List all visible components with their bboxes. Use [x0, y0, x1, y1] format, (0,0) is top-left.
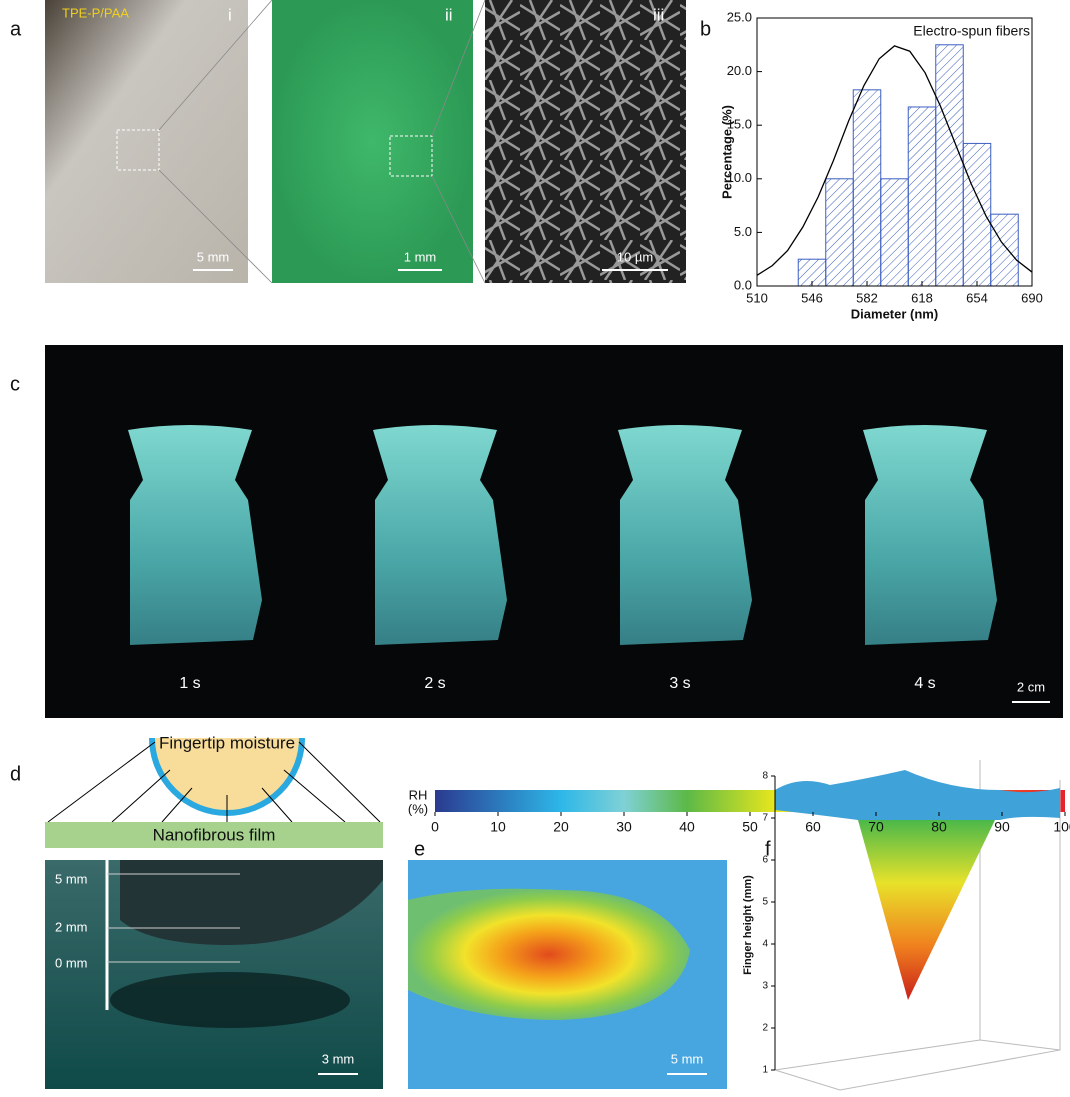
bag	[618, 425, 752, 645]
colorbar-tick-label: 30	[616, 819, 632, 835]
panel-label: e	[414, 838, 425, 860]
x-tick-label: 582	[856, 290, 878, 305]
scale-label: 1 mm	[404, 249, 437, 264]
bar	[908, 107, 936, 286]
time-label: 3 s	[669, 675, 690, 692]
subpanel-label: iii	[653, 5, 664, 24]
colorbar-tick-label: 40	[679, 819, 695, 835]
bar	[853, 90, 881, 286]
bag	[128, 425, 262, 645]
height-label: 0 mm	[55, 955, 88, 970]
y-tick-label: 25.0	[727, 9, 752, 24]
fingertip-label: Fingertip moisture	[159, 733, 295, 752]
bar	[963, 143, 991, 286]
y-axis-title: Finger height (mm)	[742, 875, 754, 975]
colorbar-tick-label: 100	[1053, 819, 1070, 835]
x-tick-label: 510	[746, 290, 768, 305]
x-axis-title: Diameter (nm)	[851, 306, 938, 321]
figure: TPE-P/PAA i ii iii 5 mm 1 mm 10 µm 1 s 2 …	[0, 0, 1070, 1097]
time-label: 1 s	[179, 675, 200, 692]
colorbar-tick-label: 20	[553, 819, 569, 835]
y-tick-label: 2	[762, 1023, 768, 1034]
y-axis-title: Percentage (%)	[719, 105, 734, 199]
photo	[272, 0, 473, 283]
time-label: 2 s	[424, 675, 445, 692]
contact-shadow	[110, 972, 350, 1028]
x-tick-label: 618	[911, 290, 933, 305]
scale-label: 5 mm	[671, 1051, 704, 1066]
y-tick-label: 5.0	[734, 224, 752, 239]
colorbar-tick-label: 90	[994, 819, 1010, 835]
panel-label: d	[10, 763, 21, 785]
bar	[936, 45, 964, 286]
scale-label: 3 mm	[322, 1051, 355, 1066]
colorbar-tick-label: 70	[868, 819, 884, 835]
panel-label: c	[10, 373, 20, 395]
colorbar-label: RH	[409, 787, 428, 802]
bag	[373, 425, 507, 645]
y-tick-label: 6	[762, 855, 768, 866]
bag	[863, 425, 997, 645]
height-label: 2 mm	[55, 919, 88, 934]
colorbar-tick-label: 10	[490, 819, 506, 835]
y-tick-label: 8	[762, 771, 768, 782]
scale-label: 10 µm	[617, 249, 653, 264]
photo	[45, 0, 248, 283]
annotation: Electro-spun fibers	[913, 23, 1030, 39]
finger-surface	[775, 770, 1060, 820]
colorbar-tick-label: 60	[805, 819, 821, 835]
film-label: Nanofibrous film	[153, 825, 276, 844]
colorbar-tick-label: 50	[742, 819, 758, 835]
bar	[881, 179, 909, 286]
sample-label: TPE-P/PAA	[62, 5, 129, 20]
sem-image	[485, 0, 686, 283]
time-label: 4 s	[914, 675, 935, 692]
scale-label: 2 cm	[1017, 679, 1045, 694]
x-tick-label: 546	[801, 290, 823, 305]
colorbar-tick-label: 0	[431, 819, 439, 835]
height-label: 5 mm	[55, 871, 88, 886]
bar	[826, 179, 854, 286]
panel-label: a	[10, 18, 22, 40]
y-tick-label: 4	[762, 939, 768, 950]
y-tick-label: 1	[762, 1065, 768, 1076]
y-tick-label: 7	[762, 813, 768, 824]
scale-label: 5 mm	[197, 249, 230, 264]
x-tick-label: 654	[966, 290, 988, 305]
subpanel-label: i	[228, 5, 232, 24]
subpanel-label: ii	[445, 5, 453, 24]
x-tick-label: 690	[1021, 290, 1043, 305]
y-tick-label: 5	[762, 897, 768, 908]
y-tick-label: 20.0	[727, 63, 752, 78]
colorbar-tick-label: 80	[931, 819, 947, 835]
panel-label: b	[700, 18, 711, 40]
page: {"panel_labels":["a","b","c","d","e","f"…	[0, 0, 1070, 1097]
colorbar-label: (%)	[408, 801, 428, 816]
y-tick-label: 3	[762, 981, 768, 992]
bar	[991, 214, 1019, 286]
moisture-map	[408, 889, 690, 1020]
finger-cone	[858, 820, 995, 1000]
